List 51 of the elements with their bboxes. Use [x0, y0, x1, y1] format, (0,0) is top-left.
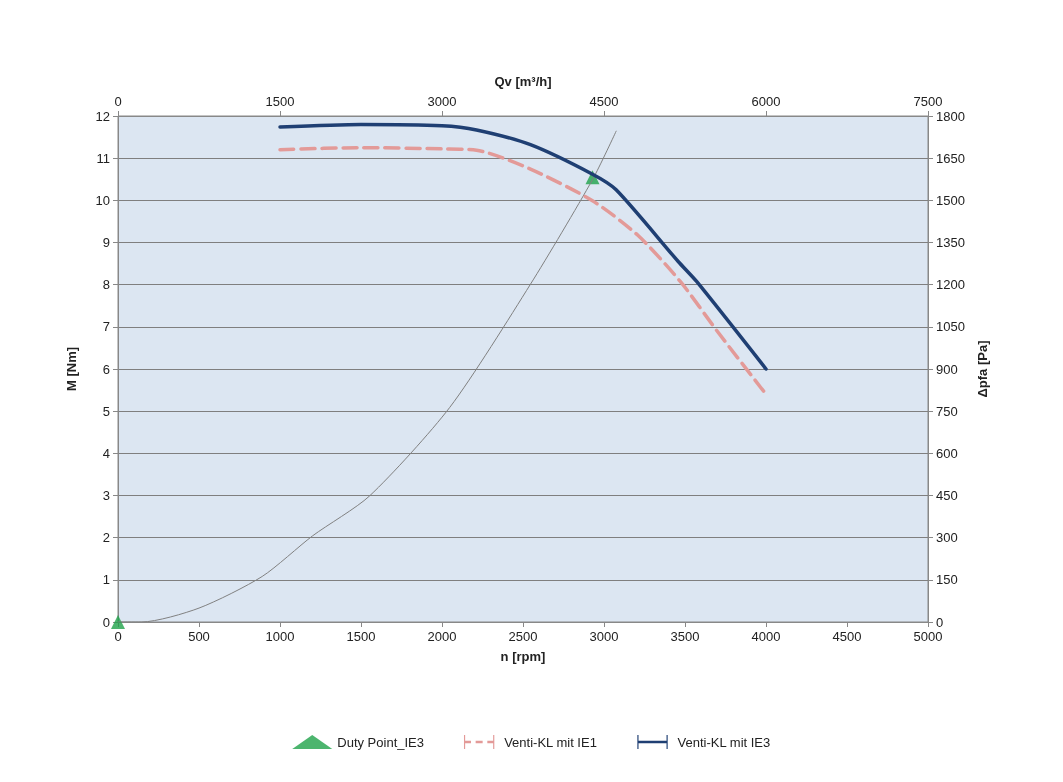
- x2-tick-label: 1500: [265, 94, 295, 109]
- x-tick-label: 1500: [346, 629, 376, 644]
- y2-axis-title: Δpfa [Pa]: [974, 340, 990, 398]
- y2-tick-label: 900: [936, 361, 958, 377]
- y-tick-label: 4: [102, 445, 110, 461]
- x-tick-label: 0: [114, 629, 122, 644]
- x2-tick-label: 7500: [913, 94, 943, 109]
- y-tick-label: 10: [95, 192, 110, 208]
- x-tick-label: 4000: [751, 629, 781, 644]
- y2-tick-label: 1200: [936, 277, 965, 293]
- y2-tick-label: 750: [936, 403, 958, 419]
- x2-tick-label: 4500: [589, 94, 619, 109]
- y-tick-label: 5: [102, 403, 110, 419]
- x2-tick-label: 3000: [427, 94, 457, 109]
- y-tick-label: 3: [102, 488, 110, 503]
- y2-tick-label: 0: [936, 614, 944, 630]
- y-tick-label: 1: [102, 572, 110, 588]
- x-tick-label: 1000: [265, 629, 295, 644]
- x2-tick-label: 6000: [751, 94, 781, 109]
- y-tick-label: 12: [95, 108, 110, 124]
- x2-tick-label: 0: [114, 94, 122, 109]
- y2-tick-label: 450: [936, 488, 958, 503]
- legend-label: Venti-KL mit IE3: [677, 734, 771, 750]
- x-tick-label: 500: [188, 629, 210, 644]
- y2-tick-label: 1500: [936, 192, 965, 208]
- x-tick-label: 3500: [670, 629, 700, 644]
- legend-label: Duty Point_IE3: [337, 734, 424, 750]
- y-tick-label: 2: [102, 530, 110, 546]
- y-tick-label: 7: [102, 319, 110, 335]
- y-axis-title: M [Nm]: [64, 346, 79, 392]
- y-tick-label: 9: [102, 235, 110, 250]
- x-tick-label: 2000: [427, 629, 457, 644]
- y2-tick-label: 1350: [936, 235, 965, 250]
- legend-label: Venti-KL mit IE1: [504, 734, 597, 750]
- y2-tick-label: 150: [936, 572, 958, 588]
- y-tick-label: 0: [102, 614, 110, 630]
- x-tick-label: 4500: [832, 629, 862, 644]
- y-tick-label: 11: [96, 150, 110, 166]
- y2-tick-label: 600: [936, 445, 958, 461]
- x-axis-title: n [rpm]: [500, 649, 546, 664]
- x-tick-label: 2500: [508, 629, 538, 644]
- x-tick-label: 5000: [913, 629, 943, 644]
- y-tick-label: 8: [102, 277, 110, 293]
- x2-axis-title: Qv [m³/h]: [494, 74, 552, 89]
- y2-tick-label: 300: [936, 530, 958, 546]
- y2-tick-label: 1800: [936, 108, 965, 124]
- y2-tick-label: 1050: [936, 319, 965, 335]
- y2-tick-label: 1650: [936, 150, 965, 166]
- y-tick-label: 6: [102, 361, 110, 377]
- x-tick-label: 3000: [589, 629, 619, 644]
- line-series: [278, 122, 768, 371]
